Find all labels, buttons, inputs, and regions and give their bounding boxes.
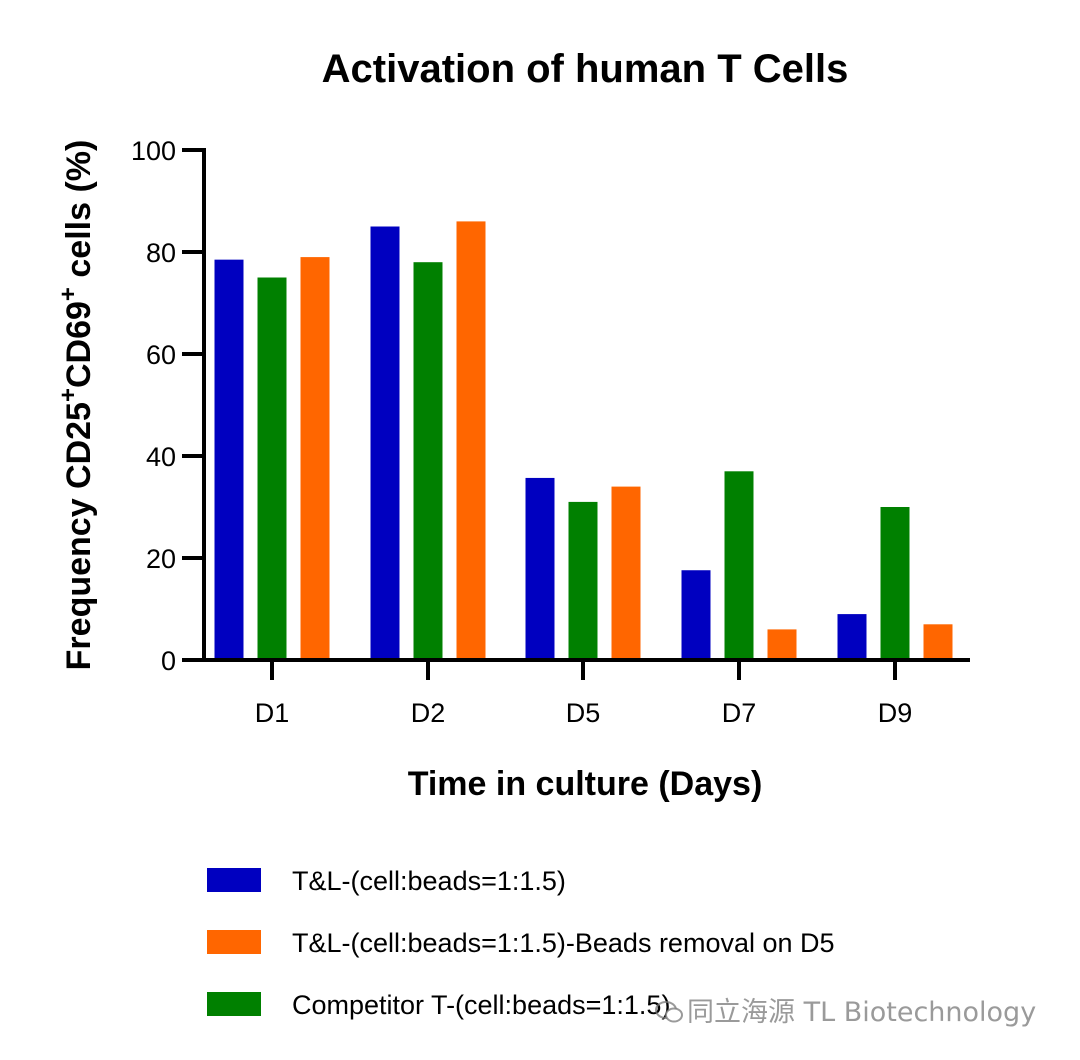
- legend-swatch-3: [207, 992, 261, 1016]
- y-tick-label-20: 20: [146, 544, 176, 574]
- y-label-prefix: Frequency CD25: [60, 402, 98, 670]
- y-tick-label-100: 100: [131, 136, 176, 166]
- bar-d1-series-1: [214, 259, 244, 660]
- x-tick-label-d5: D5: [566, 698, 601, 728]
- x-tick-label-d9: D9: [878, 698, 913, 728]
- bar-d5-series-3: [611, 486, 641, 660]
- bar-d5-series-2: [568, 501, 598, 660]
- y-axis: 0 20 40 60 80 100: [131, 136, 206, 676]
- legend-label-3: Competitor T-(cell:beads=1:1.5): [292, 990, 670, 1020]
- bar-d1-series-3: [300, 257, 330, 660]
- bar-d2-series-1: [370, 226, 400, 660]
- bar-d9-series-3: [923, 624, 953, 660]
- y-tick-label-60: 60: [146, 340, 176, 370]
- bar-d9-series-1: [837, 614, 867, 660]
- bar-d9-series-2: [880, 507, 910, 660]
- bar-d2-series-3: [456, 221, 486, 660]
- y-label-mid: CD69: [60, 301, 98, 388]
- bar-d7-series-1: [681, 570, 711, 660]
- legend-label-1: T&L-(cell:beads=1:1.5): [292, 866, 566, 896]
- bar-d1-series-2: [257, 277, 287, 660]
- watermark: 同立海源 TL Biotechnology: [655, 990, 1036, 1029]
- legend-label-2: T&L-(cell:beads=1:1.5)-Beads removal on …: [292, 928, 835, 958]
- wechat-icon: [655, 1001, 683, 1023]
- y-label-sup2: +: [55, 287, 82, 301]
- bars-group: [214, 221, 953, 660]
- y-tick-label-80: 80: [146, 238, 176, 268]
- bar-d7-series-3: [767, 629, 797, 660]
- x-axis: D1 D2 D5 D7 D9: [202, 658, 970, 728]
- legend: T&L-(cell:beads=1:1.5) T&L-(cell:beads=1:…: [207, 866, 835, 1020]
- legend-swatch-1: [207, 868, 261, 892]
- y-tick-label-40: 40: [146, 442, 176, 472]
- y-tick-label-0: 0: [161, 646, 176, 676]
- x-tick-label-d1: D1: [255, 698, 290, 728]
- legend-swatch-2: [207, 930, 261, 954]
- y-label-suffix: cells (%): [60, 140, 98, 287]
- watermark-text: 同立海源 TL Biotechnology: [687, 997, 1037, 1028]
- bar-d5-series-1: [525, 477, 555, 660]
- x-tick-label-d2: D2: [411, 698, 446, 728]
- bar-d2-series-2: [413, 262, 443, 660]
- y-axis-label: Frequency CD25+CD69+ cells (%): [55, 140, 98, 671]
- chart-title: Activation of human T Cells: [322, 47, 849, 91]
- x-tick-label-d7: D7: [722, 698, 757, 728]
- x-axis-label: Time in culture (Days): [408, 765, 763, 803]
- y-label-sup1: +: [55, 388, 82, 402]
- bar-d7-series-2: [724, 471, 754, 660]
